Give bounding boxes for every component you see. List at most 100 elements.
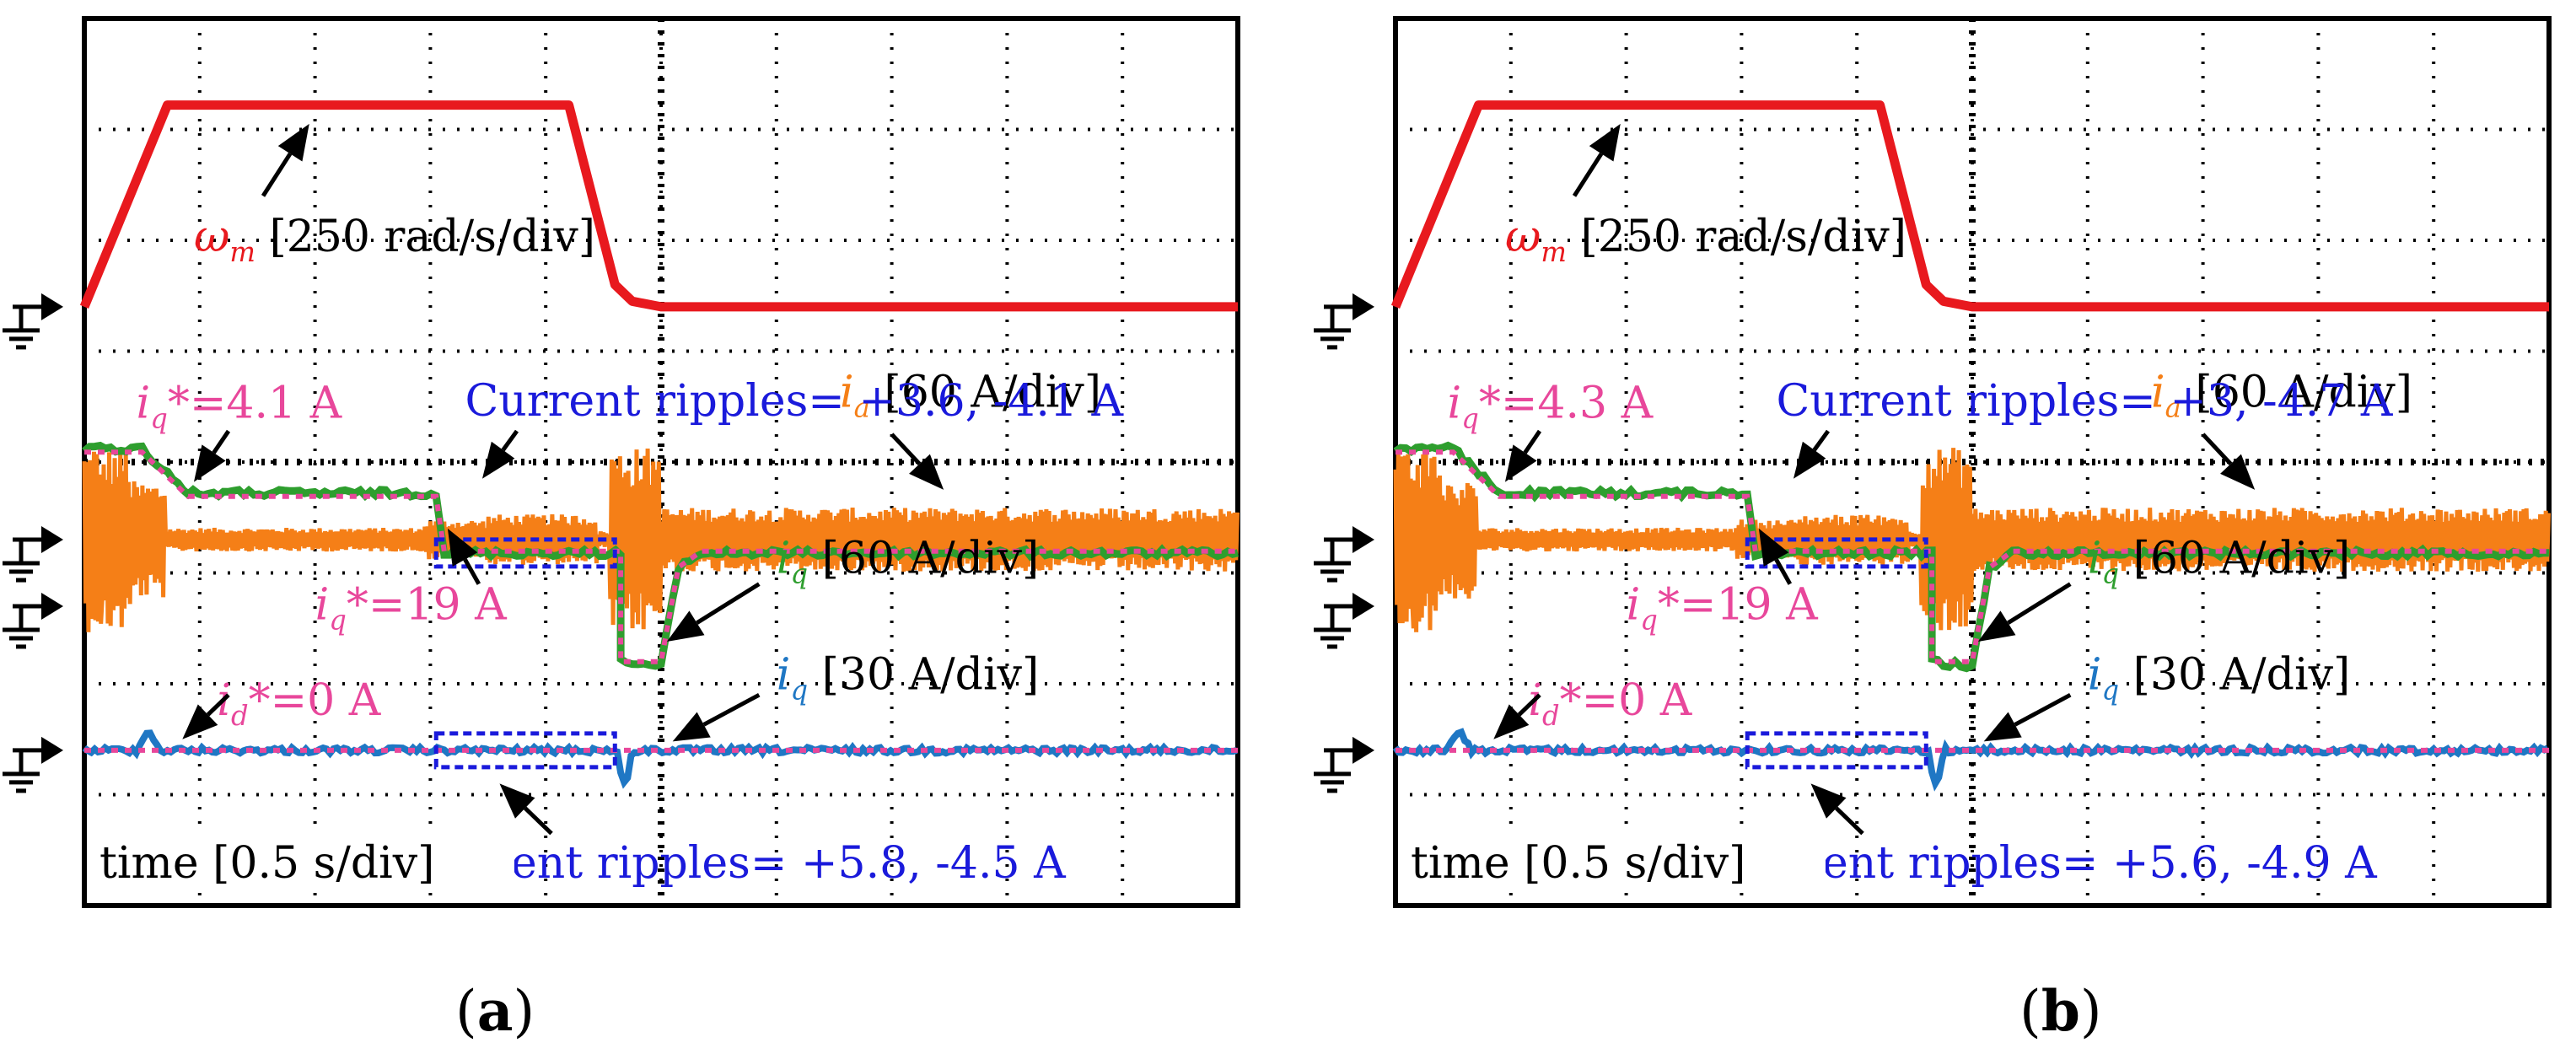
panel-a: ωm [250 rad/s/div]ia [60 A/div]iq*=4.1 A… <box>3 16 1240 908</box>
label-id-ref: id*=0 A <box>217 675 381 732</box>
ground-marker-id-arrowhead <box>41 736 63 764</box>
label-time: time [0.5 s/div] <box>99 838 434 889</box>
arrow-id-ref-head <box>182 704 218 739</box>
label-iq-ref-start: iq*=4.3 A <box>1448 378 1654 434</box>
arrow-ripple-iq-head <box>481 441 515 479</box>
label-ripple-iq-part-0: Current ripples= +3.6, -4.1 A <box>465 376 1124 427</box>
ground-marker-ia <box>3 526 63 583</box>
ground-marker-id <box>1314 736 1374 793</box>
trace-iq-ref <box>1396 449 2549 664</box>
label-id-ref-part-2: *=0 A <box>249 675 382 726</box>
label-speed-part-1: m <box>1541 236 1567 268</box>
label-id: iq [30 A/div] <box>777 650 1039 707</box>
arrow-ia <box>2201 433 2256 490</box>
label-speed: ωm [250 rad/s/div] <box>1505 212 1906 268</box>
arrow-id <box>672 692 761 742</box>
trace-ia <box>1393 448 2551 632</box>
label-iq-ref-19: iq*=19 A <box>315 580 508 637</box>
panel-b: ωm [250 rad/s/div]ia [60 A/div]iq*=4.3 A… <box>1314 16 2552 908</box>
label-time: time [0.5 s/div] <box>1411 838 1745 889</box>
time-label-bg <box>93 827 514 889</box>
label-iq-ref-19-part-1: q <box>1640 605 1658 637</box>
label-id-part-2: [30 A/div] <box>808 650 1039 701</box>
label-iq-part-1: q <box>790 558 808 590</box>
label-ripple-id-part-0: Current ripples= +5.6, -4.9 A <box>1718 838 2378 889</box>
ripple-box-id <box>1745 731 1928 770</box>
label-iq-ref-start-part-2: *=4.3 A <box>1479 378 1654 428</box>
ground-marker-iq-arrowhead <box>1353 592 1374 620</box>
label-iq-ref-start-part-0: i <box>1448 378 1462 428</box>
label-iq: iq [60 A/div] <box>777 534 1039 590</box>
label-id-ref-part-1: d <box>231 700 249 732</box>
ground-marker-ia-arrowhead <box>41 526 63 554</box>
arrow-speed-head <box>277 123 309 162</box>
label-id-part-0: i <box>777 650 791 701</box>
arrow-ripple-id-head <box>1810 783 1847 819</box>
arrow-iq-head <box>1977 610 2016 642</box>
label-iq-ref-19: iq*=19 A <box>1627 580 1820 637</box>
arrow-iq-ref-19-shaft <box>1774 558 1793 585</box>
arrow-iq-ref-start-head <box>193 444 226 482</box>
arrow-iq-ref-start <box>1504 429 1542 482</box>
panel-label-b: (b) <box>2019 978 2102 1044</box>
label-speed-part-2: [250 rad/s/div] <box>255 212 595 262</box>
ripple-box-iq <box>1745 537 1928 569</box>
arrow-id-ref <box>182 693 230 739</box>
label-iq-ref-19-part-0: i <box>315 580 330 631</box>
label-iq-part-2: [60 A/div] <box>2119 534 2350 584</box>
arrow-speed <box>261 123 309 197</box>
arrow-iq-shaft <box>696 582 761 625</box>
arrow-id-shaft <box>2014 692 2072 727</box>
ripple-box-id <box>433 731 617 770</box>
ground-marker-speed <box>1314 293 1374 350</box>
arrow-id <box>1983 692 2072 742</box>
label-speed-part-2: [250 rad/s/div] <box>1567 212 1906 262</box>
label-iq-ref-start: iq*=4.1 A <box>137 378 343 434</box>
trace-ia-wave <box>1393 448 2551 632</box>
trace-speed <box>79 100 1238 312</box>
label-speed-part-1: m <box>229 236 255 268</box>
arrow-id-ref-head <box>1493 704 1530 739</box>
label-iq-ref-19-part-2: *=19 A <box>347 580 508 631</box>
label-id-ref-part-2: *=0 A <box>1560 675 1693 726</box>
arrow-iq <box>1977 582 2072 642</box>
arrow-iq-ref-19 <box>1758 528 1793 585</box>
arrow-ripple-id <box>499 783 553 836</box>
ripple-box-iq <box>433 537 617 569</box>
trace-iq <box>82 441 1240 670</box>
label-id-part-0: i <box>2088 650 2102 701</box>
label-id-ref-part-1: d <box>1542 700 1560 732</box>
arrow-id-head <box>672 712 711 742</box>
arrow-ripple-iq <box>1793 429 1831 479</box>
label-iq-part-2: [60 A/div] <box>808 534 1039 584</box>
arrow-ripple-iq-shaft <box>1812 429 1831 452</box>
label-iq: iq [60 A/div] <box>2088 534 2350 590</box>
arrow-iq-ref-19-head <box>1758 528 1789 567</box>
grid <box>1396 19 2549 906</box>
arrow-ia <box>890 433 944 490</box>
label-iq-ref-19-part-1: q <box>329 605 347 637</box>
arrow-id-ref-shaft <box>206 693 230 717</box>
arrow-speed-shaft <box>261 152 293 197</box>
label-ia-part-1: a <box>2165 391 2181 423</box>
label-iq-ref-start-part-2: *=4.1 A <box>168 378 343 428</box>
ground-marker-id-arrowhead <box>1353 736 1374 764</box>
arrow-iq-ref-19-head <box>447 528 478 567</box>
ground-marker-ia-arrowhead <box>1353 526 1374 554</box>
arrow-ia-head <box>2220 454 2256 490</box>
arrow-iq-head <box>666 610 705 642</box>
arrow-iq-ref-19 <box>447 528 481 585</box>
ground-marker-speed-arrowhead <box>1353 293 1374 320</box>
ground-marker-iq <box>3 592 63 649</box>
arrow-ripple-id <box>1810 783 1864 836</box>
arrow-iq-ref-start <box>193 429 231 482</box>
ground-marker-iq-arrowhead <box>41 592 63 620</box>
label-iq-part-1: q <box>2101 558 2119 590</box>
arrow-speed-shaft <box>1572 152 1604 197</box>
label-speed-part-0: ω <box>1505 212 1541 262</box>
label-iq-ref-19-part-2: *=19 A <box>1658 580 1819 631</box>
label-iq-ref-19-part-0: i <box>1627 580 1641 631</box>
label-ripple-iq-part-0: Current ripples= +3, -4.7 A <box>1776 376 2393 427</box>
arrow-iq-shaft <box>2007 582 2072 625</box>
